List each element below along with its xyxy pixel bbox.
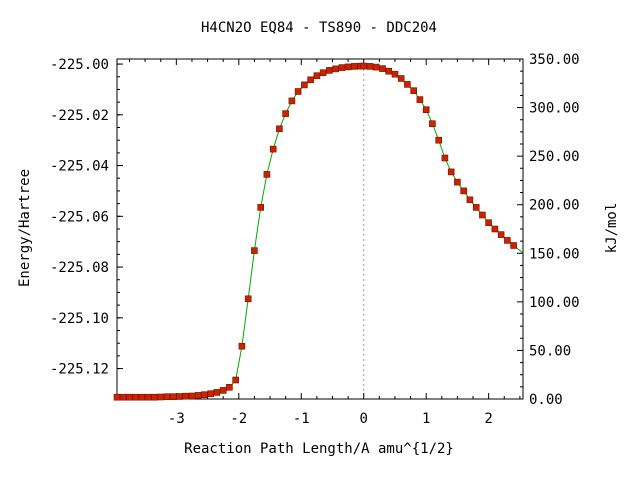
y-tick-label: -225.10 [50,311,109,327]
x-tick-label: 0 [360,411,368,427]
data-point [344,63,352,71]
data-point [504,237,511,244]
y-tick-label: -225.06 [50,209,109,225]
y-tick-label: -225.00 [50,57,109,73]
chart-title: H4CN2O EQ84 - TS890 - DDC204 [201,20,437,36]
data-point [416,96,424,103]
data-point [144,393,152,401]
y2-tick-label: 50.00 [529,343,571,359]
data-point [435,136,443,144]
data-point [126,393,133,401]
data-point [294,88,302,95]
y-tick-label: -225.08 [50,260,109,276]
data-point [157,393,164,401]
data-point [282,110,289,117]
data-point [491,225,499,233]
data-point [219,387,227,394]
data-point [163,393,171,401]
data-point [379,65,386,72]
data-point [372,63,380,71]
data-point [263,171,271,178]
data-point [447,168,455,176]
data-point [113,393,121,401]
data-point [151,393,158,401]
y2-tick-label: 150.00 [529,246,580,262]
data-point [385,67,393,75]
data-point [479,211,486,219]
data-point [510,242,517,249]
data-point [497,231,505,238]
y2-tick-label: 100.00 [529,295,580,311]
x-axis: -3 -2 -1 0 1 2 [128,59,521,427]
data-point [326,67,333,74]
data-point [454,178,461,186]
data-point [422,106,430,113]
data-point [338,64,346,71]
data-point [397,75,405,82]
y2-tick-label: 300.00 [529,101,580,117]
data-point [307,76,314,84]
data-point [244,295,252,303]
y-tick-label: -225.02 [50,108,109,124]
data-point [410,87,418,94]
data-point [207,390,214,398]
data-point [232,376,239,384]
data-point [251,247,258,254]
x-tick-label: -2 [230,411,247,427]
data-point [194,392,202,399]
data-point [429,120,436,127]
data-point [169,393,177,401]
data-point [319,69,327,76]
data-point [441,154,449,162]
x-tick-label: -1 [293,411,310,427]
data-point [276,125,283,133]
data-point [466,196,474,204]
y-tick-label: -225.12 [50,362,109,378]
data-point [332,65,339,73]
data-point [313,72,321,79]
x-axis-label: Reaction Path Length/A amu^{1/2} [184,441,454,457]
data-point [132,393,139,401]
data-point [288,97,296,105]
data-point [119,393,127,401]
x-tick-label: 2 [484,411,492,427]
data-points [113,62,517,401]
data-point [269,145,277,153]
data-point [472,204,480,211]
data-point [366,63,374,70]
y2-tick-label: 250.00 [529,149,580,165]
y2-tick-label: 0.00 [529,392,563,408]
data-point [360,62,368,70]
y-axis-label: Energy/Hartree [17,169,33,287]
data-point [201,391,208,399]
data-point [351,63,358,70]
energy-curve [117,65,524,398]
data-point [404,81,411,88]
y-axis-left: -225.00 -225.02 -225.04 -225.06 -225.08 -225.… [50,57,123,378]
y-tick-label: -225.04 [50,159,109,175]
data-point [485,219,492,226]
data-point [176,393,183,400]
data-point [188,392,196,400]
data-point [257,204,265,211]
data-point [301,81,308,89]
y2-tick-label: 200.00 [529,198,580,214]
data-point [182,392,189,400]
y2-axis-label: kJ/mol [604,203,620,254]
data-point [238,342,246,350]
data-point [391,70,399,78]
data-point [226,383,233,391]
data-point [138,393,146,401]
plot-frame [116,58,524,400]
y2-tick-label: 350.00 [529,52,580,68]
data-point [460,187,468,195]
data-point [213,389,221,396]
y-axis-right: 0.00 50.00 100.00 150.00 200.00 250.00 300.00 3… [517,52,580,408]
x-tick-label: 1 [422,411,430,427]
x-tick-label: -3 [168,411,185,427]
